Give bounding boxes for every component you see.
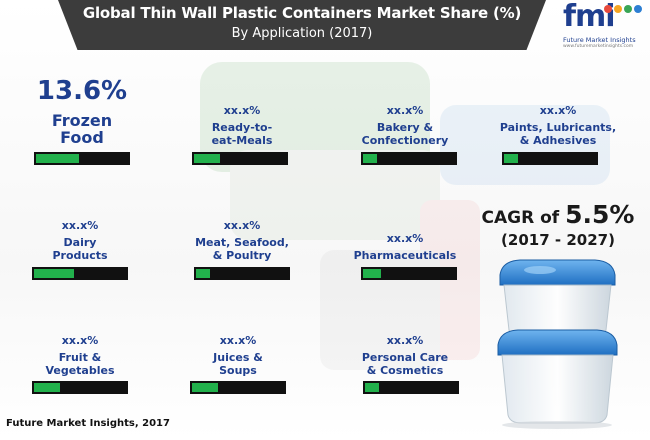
segment-bar-fill	[504, 154, 518, 163]
segment-value: xx.x%	[539, 104, 577, 117]
segment-bar	[34, 152, 130, 165]
segment-bar	[190, 381, 286, 394]
segment-value: xx.x%	[223, 219, 261, 232]
source-note: Future Market Insights, 2017	[6, 418, 170, 429]
segment-label: Fruit & Vegetables	[45, 351, 115, 377]
segment-value: xx.x%	[61, 334, 99, 347]
segment-label: Meat, Seafood, & Poultry	[195, 236, 289, 262]
segment-bar	[32, 267, 128, 280]
cagr-period: (2017 - 2027)	[501, 231, 615, 249]
segment-pharmaceuticals: xx.x% Pharmaceuticals	[346, 232, 464, 282]
segment-value: xx.x%	[386, 334, 424, 347]
segment-bar	[363, 381, 459, 394]
segment-value: xx.x%	[386, 232, 424, 245]
segment-value: xx.x%	[219, 334, 257, 347]
segment-bar	[194, 267, 290, 280]
segment-value: 13.6%	[36, 76, 128, 106]
logo-dot	[604, 5, 612, 13]
segment-ready-to-eat-meals: xx.x% Ready-to- eat-Meals	[190, 104, 294, 166]
segment-bar-fill	[363, 269, 381, 278]
fmi-logo: fmi Future Market Insights www.futuremar…	[563, 0, 647, 53]
logo-dot	[624, 5, 632, 13]
segment-value: xx.x%	[386, 104, 424, 117]
cagr-prefix: CAGR of	[481, 208, 566, 228]
segment-bar-fill	[196, 269, 210, 278]
segment-dairy-products: xx.x% Dairy Products	[28, 219, 132, 281]
segment-bakery-confectionery: xx.x% Bakery & Confectionery	[346, 104, 464, 166]
segment-personal-care-cosmetics: xx.x% Personal Care & Cosmetics	[340, 334, 470, 396]
segment-bar-fill	[194, 154, 220, 163]
segment-bar-fill	[363, 154, 377, 163]
segment-label: Bakery & Confectionery	[361, 121, 449, 147]
segment-bar-fill	[34, 383, 60, 392]
segment-bar	[361, 267, 457, 280]
segment-label: Frozen Food	[51, 111, 113, 147]
chart-subtitle: By Application (2017)	[231, 26, 373, 41]
segment-label: Dairy Products	[52, 236, 108, 262]
segment-label: Ready-to- eat-Meals	[211, 121, 273, 147]
logo-dot	[614, 5, 622, 13]
segment-meat-seafood-poultry: xx.x% Meat, Seafood, & Poultry	[186, 219, 298, 281]
segment-fruit-vegetables: xx.x% Fruit & Vegetables	[28, 334, 132, 396]
segment-bar-fill	[365, 383, 379, 392]
segment-label: Paints, Lubricants, & Adhesives	[499, 121, 617, 147]
segment-bar	[192, 152, 288, 165]
chart-title: Global Thin Wall Plastic Containers Mark…	[82, 4, 522, 22]
segment-label: Pharmaceuticals	[353, 249, 457, 262]
cagr-value: 5.5%	[565, 200, 635, 229]
segment-value: xx.x%	[223, 104, 261, 117]
logo-dots-icon	[604, 5, 642, 13]
logo-url: www.futuremarketinsights.com	[563, 44, 634, 49]
logo-caption: Future Market Insights	[563, 36, 636, 44]
segment-bar-fill	[34, 269, 74, 278]
cagr-callout: CAGR of 5.5% (2017 - 2027)	[478, 200, 638, 249]
segment-label: Juices & Soups	[213, 351, 263, 377]
segment-value: xx.x%	[61, 219, 99, 232]
logo-dot	[634, 5, 642, 13]
segment-bar-fill	[192, 383, 218, 392]
segment-paints-lubricants-adhesives: xx.x% Paints, Lubricants, & Adhesives	[490, 104, 626, 166]
segment-bar	[502, 152, 598, 165]
segment-bar	[32, 381, 128, 394]
segment-frozen-food: 13.6% Frozen Food	[30, 76, 134, 166]
plastic-containers-image	[497, 259, 618, 429]
segment-label: Personal Care & Cosmetics	[361, 351, 449, 377]
segment-bar-fill	[36, 154, 79, 163]
title-banner	[58, 0, 546, 50]
segment-bar	[361, 152, 457, 165]
segment-juices-soups: xx.x% Juices & Soups	[186, 334, 290, 396]
